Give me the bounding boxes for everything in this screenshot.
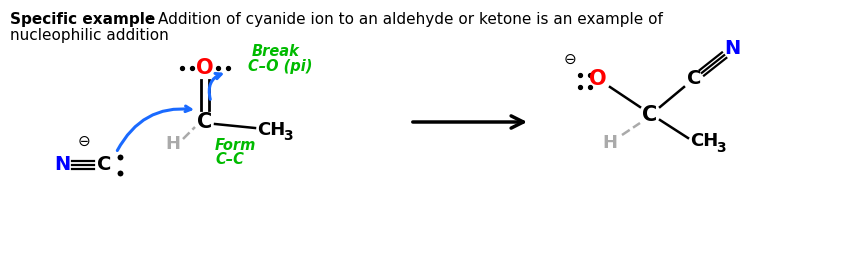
Text: C: C xyxy=(197,112,213,132)
Text: Break: Break xyxy=(252,45,299,59)
Text: Form: Form xyxy=(215,137,256,153)
Text: H: H xyxy=(602,134,617,152)
Text: ⊖: ⊖ xyxy=(563,52,576,66)
Text: 3: 3 xyxy=(716,141,726,155)
Text: N: N xyxy=(54,156,70,174)
Text: C: C xyxy=(97,156,111,174)
Text: Specific example: Specific example xyxy=(10,12,155,27)
Text: C: C xyxy=(687,69,701,89)
Text: CH: CH xyxy=(690,132,718,150)
Text: ⊖: ⊖ xyxy=(77,133,90,148)
Text: O: O xyxy=(589,69,607,89)
Text: O: O xyxy=(196,58,214,78)
Text: N: N xyxy=(724,39,740,59)
Text: CH: CH xyxy=(257,121,286,139)
Text: C: C xyxy=(642,105,658,125)
Text: H: H xyxy=(166,135,181,153)
Text: nucleophilic addition: nucleophilic addition xyxy=(10,28,168,43)
Text: C–C: C–C xyxy=(215,153,244,167)
Text: 3: 3 xyxy=(283,129,293,143)
Text: C–O (pi): C–O (pi) xyxy=(248,59,312,75)
Text: : Addition of cyanide ion to an aldehyde or ketone is an example of: : Addition of cyanide ion to an aldehyde… xyxy=(148,12,663,27)
